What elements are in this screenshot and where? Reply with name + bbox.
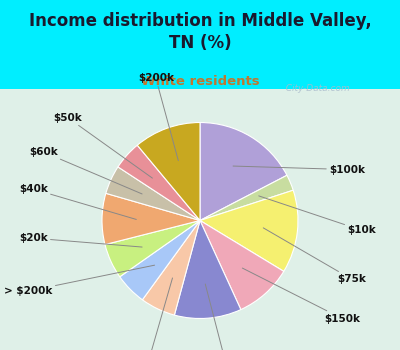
Wedge shape (106, 167, 200, 220)
Wedge shape (200, 190, 298, 271)
Wedge shape (200, 122, 287, 220)
Bar (0, 89, 400, 350)
Text: White residents: White residents (141, 75, 259, 88)
Wedge shape (142, 220, 200, 315)
Text: $60k: $60k (29, 147, 142, 194)
Wedge shape (200, 175, 293, 220)
Wedge shape (118, 145, 200, 220)
Wedge shape (137, 122, 200, 220)
Text: Income distribution in Middle Valley,
TN (%): Income distribution in Middle Valley, TN… (29, 12, 371, 52)
Text: $75k: $75k (263, 228, 366, 284)
Wedge shape (102, 193, 200, 245)
Text: $125k: $125k (205, 284, 246, 350)
Text: $100k: $100k (233, 164, 365, 175)
Wedge shape (105, 220, 200, 277)
Text: $20k: $20k (19, 233, 142, 247)
Text: City-Data.com: City-Data.com (280, 84, 350, 93)
Wedge shape (120, 220, 200, 300)
Wedge shape (174, 220, 241, 318)
Text: > $200k: > $200k (4, 265, 154, 296)
Text: $10k: $10k (259, 196, 376, 235)
Text: $150k: $150k (242, 268, 360, 323)
Text: $50k: $50k (53, 113, 152, 178)
Text: $200k: $200k (138, 74, 178, 161)
Text: $30k: $30k (132, 278, 172, 350)
Text: $40k: $40k (19, 184, 136, 219)
Wedge shape (200, 220, 284, 310)
